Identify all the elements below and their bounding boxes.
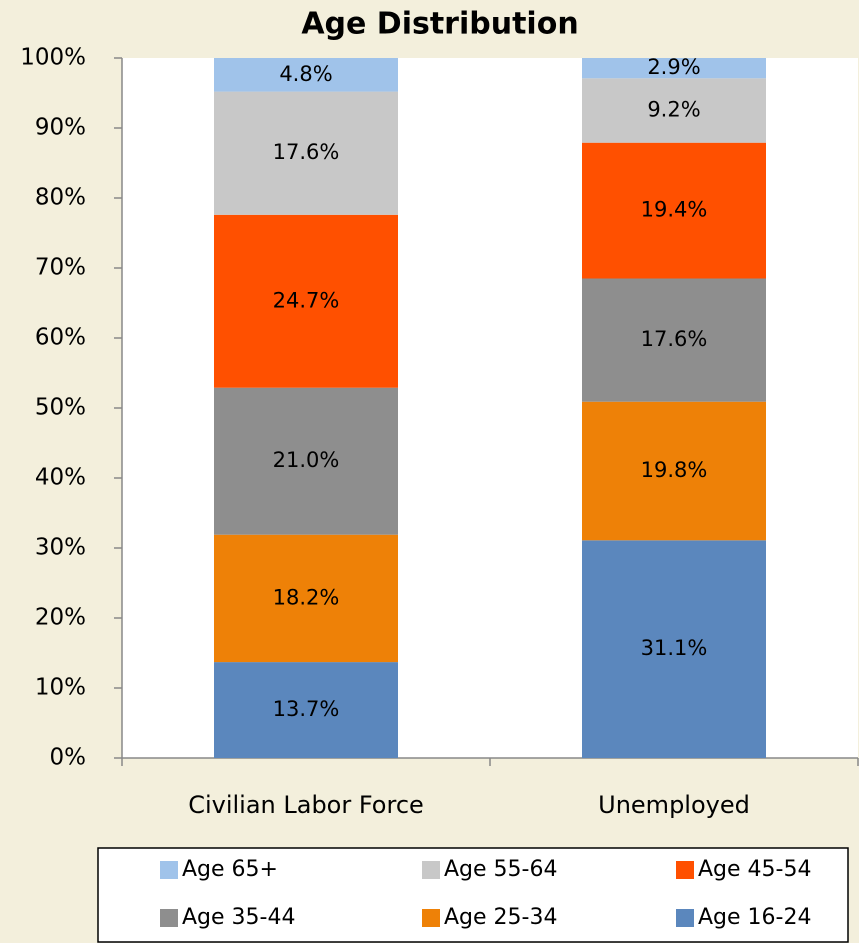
legend-label: Age 65+ [182,857,278,882]
bar-segment [214,91,398,215]
y-tick-label: 10% [35,675,86,701]
legend-swatch [160,861,178,879]
legend-label: Age 55-64 [444,857,557,882]
y-tick-label: 50% [35,395,86,421]
legend-label: Age 35-44 [182,905,295,930]
y-tick-label: 30% [35,535,86,561]
y-tick-label: 0% [50,745,87,771]
value-label: 31.1% [641,636,708,660]
y-tick-label: 90% [35,115,86,141]
legend-label: Age 16-24 [698,905,811,930]
bar-segment [582,540,766,758]
bar-segment [214,214,398,388]
y-tick-label: 70% [35,255,86,281]
value-label: 17.6% [273,140,340,164]
legend-box [97,847,849,943]
x-tick-label: Civilian Labor Force [188,791,424,819]
value-label: 19.4% [641,198,708,222]
bar-segment [582,142,766,279]
legend-swatch [160,909,178,927]
value-label: 18.2% [273,585,340,609]
bar-segment [214,534,398,663]
value-label: 13.7% [273,697,340,721]
value-label: 17.6% [641,327,708,351]
legend-swatch [676,909,694,927]
value-label: 24.7% [273,288,340,312]
y-tick-label: 60% [35,325,86,351]
legend-label: Age 45-54 [698,857,811,882]
legend-swatch [422,861,440,879]
value-label: 9.2% [647,98,700,122]
bar-segment [582,78,766,143]
x-tick-label: Unemployed [598,791,750,819]
bar-segment [582,278,766,402]
value-label: 2.9% [647,55,700,79]
bar-segment [582,58,766,79]
y-tick-label: 40% [35,465,86,491]
bar-segment [214,662,398,758]
y-tick-label: 80% [35,185,86,211]
y-tick-label: 20% [35,605,86,631]
chart-title: Age Distribution [301,7,578,42]
legend-swatch [676,861,694,879]
value-label: 4.8% [279,62,332,86]
bar-segment [582,401,766,541]
value-label: 21.0% [273,448,340,472]
legend-label: Age 25-34 [444,905,557,930]
y-tick-label: 100% [20,45,86,71]
bar-segment [214,387,398,535]
value-label: 19.8% [641,458,708,482]
bar-segment [214,58,398,92]
legend-swatch [422,909,440,927]
